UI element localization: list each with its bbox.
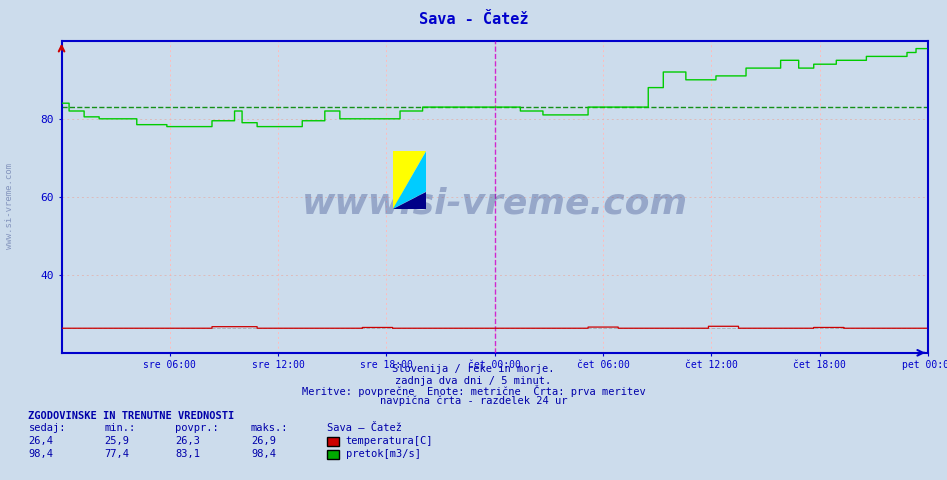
Text: sedaj:: sedaj: bbox=[28, 423, 66, 433]
Text: Slovenija / reke in morje.: Slovenija / reke in morje. bbox=[392, 364, 555, 374]
Text: zadnja dva dni / 5 minut.: zadnja dva dni / 5 minut. bbox=[396, 376, 551, 386]
Text: 26,3: 26,3 bbox=[175, 436, 200, 446]
Text: maks.:: maks.: bbox=[251, 423, 289, 433]
Text: 26,9: 26,9 bbox=[251, 436, 276, 446]
Text: 98,4: 98,4 bbox=[251, 449, 276, 459]
Text: temperatura[C]: temperatura[C] bbox=[346, 436, 433, 446]
Text: pretok[m3/s]: pretok[m3/s] bbox=[346, 449, 420, 459]
Text: Sava – Čatež: Sava – Čatež bbox=[327, 423, 402, 433]
Text: 77,4: 77,4 bbox=[104, 449, 129, 459]
Text: www.si-vreme.com: www.si-vreme.com bbox=[5, 163, 14, 250]
Text: 83,1: 83,1 bbox=[175, 449, 200, 459]
Text: min.:: min.: bbox=[104, 423, 135, 433]
Polygon shape bbox=[393, 151, 426, 209]
Text: navpična črta - razdelek 24 ur: navpična črta - razdelek 24 ur bbox=[380, 396, 567, 406]
Text: 25,9: 25,9 bbox=[104, 436, 129, 446]
Text: www.si-vreme.com: www.si-vreme.com bbox=[302, 186, 688, 220]
Text: 26,4: 26,4 bbox=[28, 436, 53, 446]
Text: Sava - Čatež: Sava - Čatež bbox=[419, 12, 528, 27]
Polygon shape bbox=[393, 192, 426, 209]
Text: ZGODOVINSKE IN TRENUTNE VREDNOSTI: ZGODOVINSKE IN TRENUTNE VREDNOSTI bbox=[28, 410, 235, 420]
Text: povpr.:: povpr.: bbox=[175, 423, 219, 433]
Text: Meritve: povprečne  Enote: metrične  Črta: prva meritev: Meritve: povprečne Enote: metrične Črta:… bbox=[302, 384, 645, 396]
Polygon shape bbox=[393, 151, 426, 209]
Text: 98,4: 98,4 bbox=[28, 449, 53, 459]
